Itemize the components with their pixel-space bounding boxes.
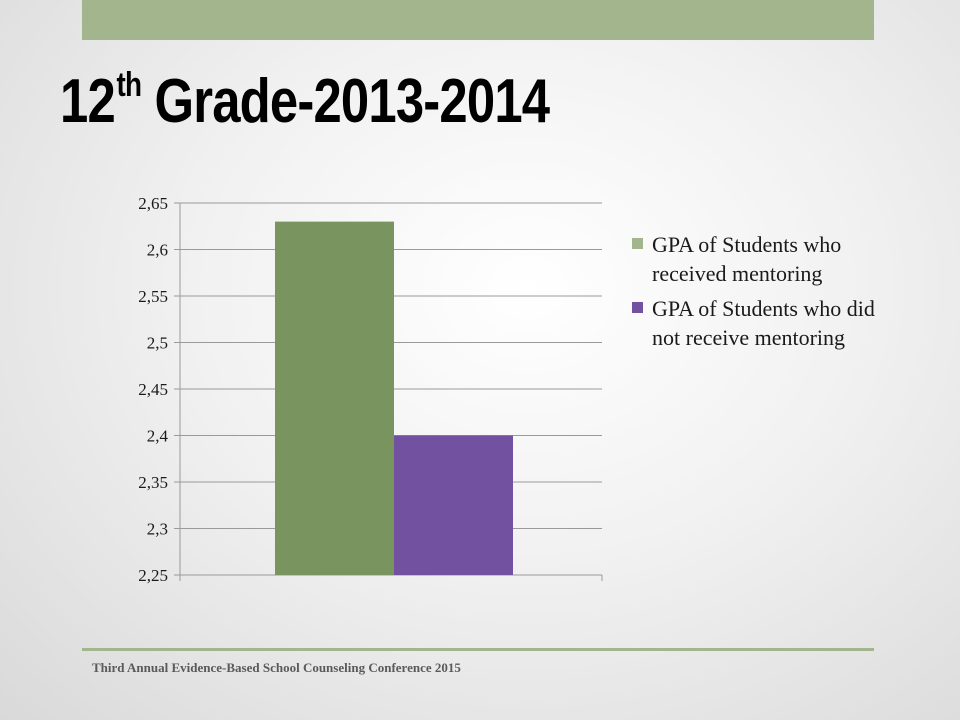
y-tick-label: 2,3 (147, 520, 168, 539)
legend-item-not-mentored: GPA of Students who did not receive ment… (632, 294, 932, 352)
legend-label-not-mentored: GPA of Students who did not receive ment… (652, 296, 875, 350)
y-tick-label: 2,45 (138, 380, 168, 399)
title-main: 12 (60, 67, 116, 136)
title-superscript: th (116, 66, 142, 104)
y-tick-label: 2,35 (138, 473, 168, 492)
y-tick-label: 2,4 (147, 427, 169, 446)
legend-swatch-mentored (632, 238, 643, 249)
top-accent-bar (82, 0, 874, 40)
title-rest: Grade-2013-2014 (141, 67, 551, 136)
y-tick-label: 2,6 (147, 241, 168, 260)
bar-mentored (275, 221, 394, 575)
footer-divider (82, 648, 874, 651)
y-tick-label: 2,25 (138, 566, 168, 585)
bar-not-mentored (394, 435, 513, 575)
chart-legend: GPA of Students who received mentoring G… (632, 230, 932, 358)
y-tick-label: 2,55 (138, 287, 168, 306)
legend-swatch-not-mentored (632, 302, 643, 313)
legend-item-mentored: GPA of Students who received mentoring (632, 230, 932, 288)
y-tick-label: 2,5 (147, 334, 168, 353)
footer-text: Third Annual Evidence-Based School Couns… (92, 660, 461, 675)
y-tick-label: 2,65 (138, 194, 168, 213)
legend-label-mentored: GPA of Students who received mentoring (652, 232, 842, 286)
slide-title: 12th Grade-2013-2014 (60, 66, 551, 147)
